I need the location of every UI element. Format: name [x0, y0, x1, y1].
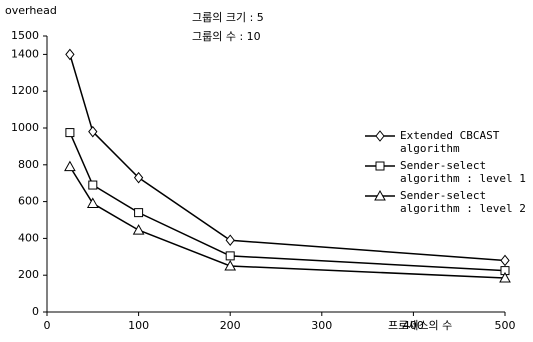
x-axis-label: 프로세스의 수 [388, 319, 452, 332]
annotation: 그룹의 크기 : 5 [192, 11, 264, 24]
x-tick-label: 500 [495, 319, 516, 332]
y-tick-label: 600 [18, 195, 39, 208]
marker [225, 251, 235, 261]
y-tick-label: 0 [32, 305, 39, 318]
series-line [69, 54, 506, 262]
x-tick-label: 100 [128, 319, 149, 332]
legend-label: Sender-select algorithm : level 1 [400, 159, 526, 185]
legend-label: Extended CBCAST algorithm [400, 129, 500, 155]
marker [375, 130, 385, 142]
x-tick-label: 0 [44, 319, 51, 332]
y-tick-label: 1200 [11, 84, 39, 97]
annotation: 그룹의 수 : 10 [192, 30, 261, 43]
marker [132, 224, 145, 235]
marker [374, 189, 386, 201]
marker [64, 160, 76, 172]
marker [133, 171, 144, 184]
x-tick-label: 200 [220, 319, 241, 332]
marker [65, 48, 75, 61]
y-tick-label: 800 [18, 158, 39, 171]
x-tick-label: 400 [403, 319, 424, 332]
marker [134, 208, 144, 218]
marker [86, 197, 99, 208]
y-tick-label: 1500 [11, 29, 39, 42]
marker [375, 161, 385, 171]
y-tick-label: 1400 [11, 47, 39, 60]
marker [88, 180, 98, 190]
legend-label: Sender-select algorithm : level 2 [400, 189, 526, 215]
marker [88, 125, 98, 138]
x-tick-label: 300 [311, 319, 332, 332]
marker [65, 128, 75, 138]
marker [500, 254, 510, 267]
marker [499, 271, 511, 283]
marker [224, 259, 237, 271]
y-tick-label: 1000 [11, 121, 39, 134]
y-axis-label: overhead [5, 4, 57, 17]
marker [225, 234, 235, 247]
y-tick-label: 400 [18, 231, 39, 244]
y-tick-label: 200 [18, 268, 39, 281]
